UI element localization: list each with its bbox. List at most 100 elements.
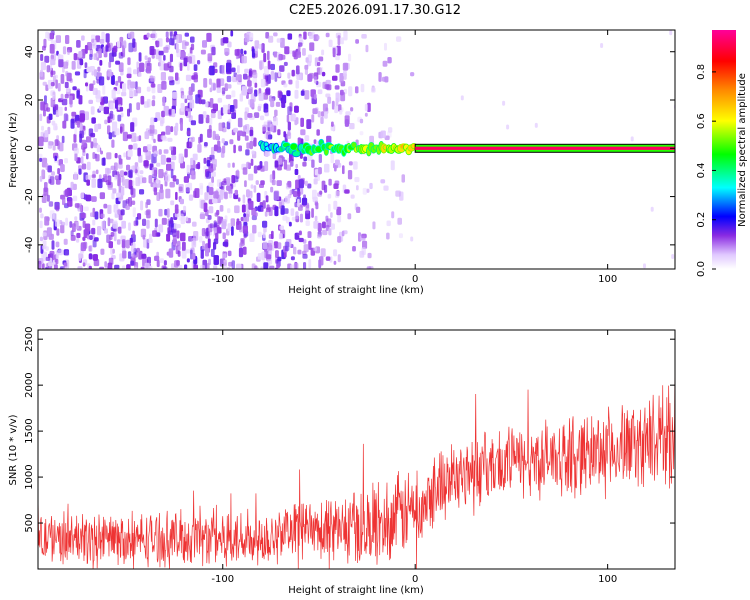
- spectrogram-x-tick-label: -100: [211, 274, 234, 285]
- spectrogram-cell: [180, 51, 186, 59]
- spectrogram-cell: [138, 72, 142, 77]
- spectrogram-cell: [72, 195, 78, 202]
- spectrogram-cell: [366, 266, 372, 269]
- spectrogram-cell: [40, 61, 46, 71]
- spectrogram-cell: [39, 157, 43, 162]
- spectrogram-cell: [170, 126, 174, 133]
- spectrogram-cell: [43, 38, 47, 48]
- spectrogram-cell: [308, 32, 314, 39]
- spectrogram-cell: [326, 135, 332, 144]
- spectrogram-cell: [216, 78, 221, 89]
- spectrogram-cell: [260, 78, 266, 88]
- spectrogram-cell: [260, 266, 264, 269]
- spectrogram-cell: [343, 70, 347, 77]
- spectrogram-cell: [91, 71, 95, 76]
- spectrogram-cell: [128, 169, 133, 179]
- colorbar-tick-label: 0.4: [696, 162, 707, 178]
- spectrogram-cell: [177, 250, 181, 257]
- spectrogram-cell: [334, 190, 340, 198]
- spectrogram-cell: [97, 178, 103, 189]
- spectrogram-cell: [139, 170, 144, 175]
- spectrogram-cell: [158, 208, 163, 217]
- spectrogram-cell: [243, 213, 246, 218]
- spectrogram-cell: [55, 241, 60, 248]
- spectrogram-cell: [206, 32, 212, 42]
- spectrogram-cell: [334, 105, 339, 114]
- spectrogram-cell: [229, 139, 234, 145]
- spectrogram-cell: [41, 169, 45, 177]
- spectrogram-cell: [534, 122, 538, 128]
- spectrogram-cell: [352, 246, 356, 252]
- spectrogram-cell: [138, 250, 143, 260]
- spectrogram-cell: [167, 137, 173, 142]
- spectrogram-cell: [163, 54, 166, 61]
- spectrogram-cell: [99, 192, 105, 200]
- spectrogram-cell: [42, 81, 47, 86]
- spectrogram-cell: [287, 106, 292, 115]
- spectrogram-cell: [92, 152, 96, 160]
- spectrogram-cell: [248, 32, 254, 41]
- snr-y-tick-label: 500: [24, 513, 35, 532]
- spectrogram-cell: [116, 192, 121, 197]
- spectrogram-cell: [303, 244, 309, 253]
- spectrogram-cell: [246, 211, 250, 218]
- spectrogram-cell: [298, 42, 303, 47]
- spectrogram-cell: [213, 238, 219, 245]
- spectrogram-cell: [600, 43, 604, 48]
- spectrogram-cell: [89, 53, 93, 60]
- spectrogram-cell: [336, 45, 341, 56]
- spectrogram-cell: [116, 239, 121, 245]
- spectrogram-cell: [264, 161, 269, 171]
- snr-ylabel: SNR (10 * v/v): [8, 414, 19, 485]
- spectrogram-cell: [284, 46, 290, 55]
- spectrogram-cell: [60, 221, 66, 226]
- spectrogram-cell: [118, 52, 124, 59]
- spectrogram-cell: [283, 61, 288, 66]
- spectrogram-cell: [315, 202, 319, 210]
- spectrogram-cell: [365, 44, 369, 53]
- spectrogram-cell: [211, 109, 217, 114]
- spectrogram-cell: [345, 111, 351, 116]
- spectrogram-cell: [217, 97, 223, 103]
- spectrogram-cell: [50, 82, 55, 87]
- spectrogram-cell: [169, 53, 173, 63]
- spectrogram-cell: [344, 119, 349, 127]
- spectrogram-cell: [211, 146, 215, 156]
- spectrogram-cell: [102, 46, 106, 54]
- spectrogram-cell: [236, 169, 239, 177]
- spectrogram-cell: [99, 39, 105, 44]
- spectrogram-cell: [382, 60, 388, 67]
- spectrogram-cell: [74, 126, 78, 135]
- spectrogram-cell: [237, 65, 240, 74]
- spectrogram-cell: [278, 201, 282, 209]
- spectrogram-cell: [43, 109, 46, 117]
- spectrogram-cell: [233, 127, 238, 133]
- spectrogram-cell: [268, 134, 273, 140]
- spectrogram-cell: [139, 62, 145, 72]
- spectrogram-cell: [274, 160, 279, 168]
- spectrogram-cell: [294, 105, 299, 113]
- spectrogram-cell: [111, 89, 116, 99]
- spectrogram-cell: [153, 187, 157, 196]
- spectrogram-cell: [335, 55, 340, 61]
- spectrogram-cell: [114, 162, 118, 171]
- spectrogram-cell: [211, 82, 216, 91]
- spectrogram-cell: [324, 111, 328, 119]
- spectrogram-cell: [278, 233, 283, 240]
- spectrogram-cell: [388, 127, 393, 133]
- spectrogram-cell: [204, 142, 208, 147]
- spectrogram-cell: [366, 188, 370, 193]
- spectrogram-cell: [64, 93, 69, 99]
- snr-plot-background: [38, 330, 675, 569]
- spectrogram-cell: [241, 55, 247, 64]
- spectrogram-cell: [287, 72, 291, 79]
- spectrogram-cell: [64, 106, 67, 111]
- spectrogram-cell: [336, 206, 342, 216]
- spectrogram-cell: [74, 71, 81, 76]
- spectrogram-cell: [249, 233, 255, 242]
- spectrogram-cell: [287, 33, 293, 40]
- spectrogram-cell: [140, 200, 144, 211]
- spectrogram-cell: [330, 212, 333, 218]
- spectrogram-cell: [85, 174, 91, 181]
- spectrogram-cell: [175, 72, 179, 81]
